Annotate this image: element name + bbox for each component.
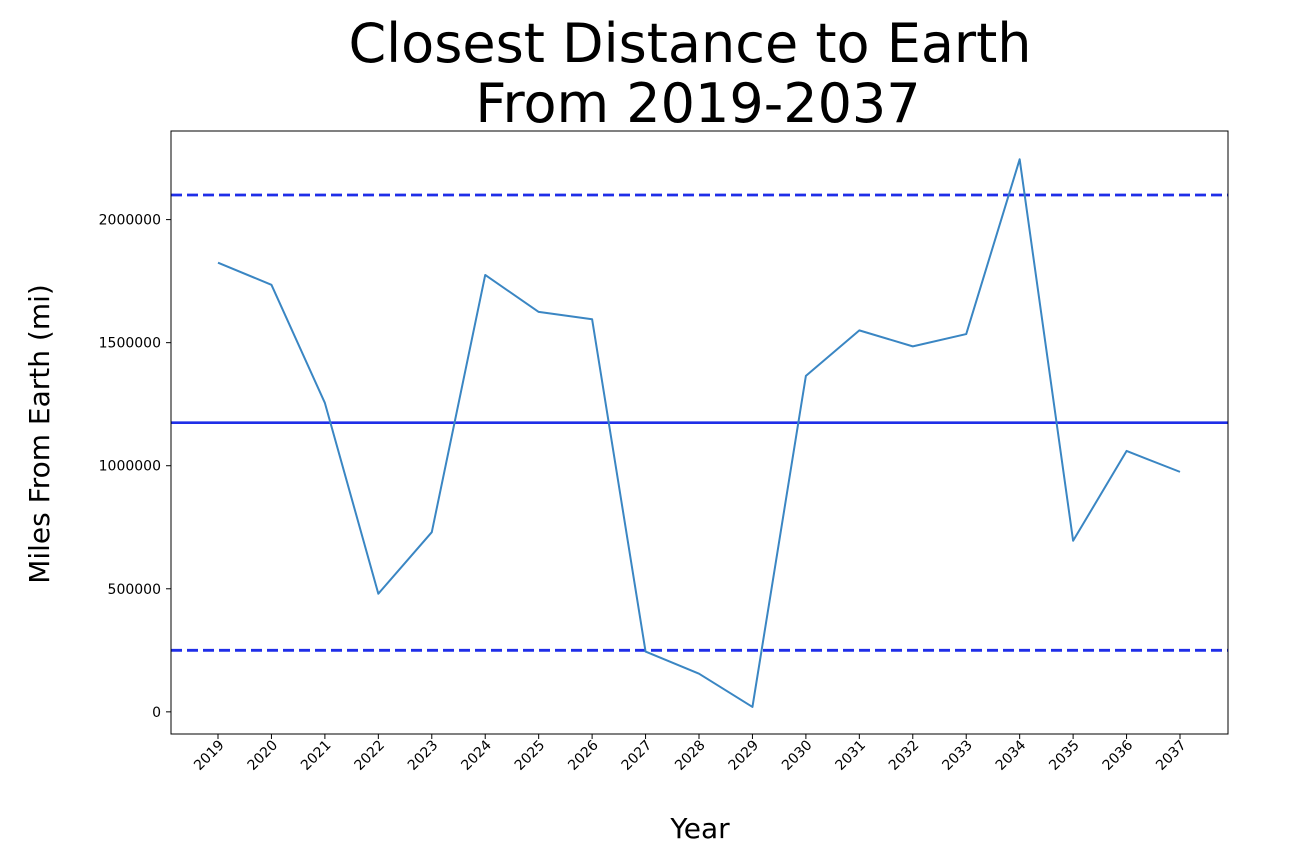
data-point-2026 <box>592 319 593 320</box>
data-point-2019 <box>218 262 219 263</box>
x-axis-ticks: 2019 2020 2021 2022 2023 2024 2025 2026 2027 2028… <box>191 734 1190 774</box>
data-point-2032 <box>912 346 913 347</box>
x-tick-label-2032: 2032 <box>886 737 923 774</box>
data-point-2025 <box>538 311 539 312</box>
data-point-2028 <box>699 673 700 674</box>
x-tick-label-2035: 2035 <box>1046 737 1083 774</box>
x-tick-label-2034: 2034 <box>993 737 1030 774</box>
x-tick-label-2027: 2027 <box>619 737 656 774</box>
data-point-2021 <box>324 402 325 403</box>
x-tick-label-2029: 2029 <box>726 737 763 774</box>
data-point-2031 <box>859 330 860 331</box>
y-tick-label: 1500000 <box>99 336 161 352</box>
x-axis-label: Year <box>669 812 730 845</box>
chart-title-line-1: Closest Distance to Earth <box>348 12 1031 75</box>
y-tick-label: 1000000 <box>99 459 161 475</box>
plot-area <box>171 131 1228 734</box>
data-point-2033 <box>966 334 967 335</box>
x-tick-label-2023: 2023 <box>405 737 442 774</box>
reference-lines <box>171 193 1228 652</box>
y-axis-label: Miles From Earth (mi) <box>23 284 56 584</box>
data-point-2023 <box>431 532 432 533</box>
y-tick-label: 500000 <box>108 582 161 598</box>
chart-title-line-2: From 2019-2037 <box>475 72 920 135</box>
x-tick-label-2030: 2030 <box>779 737 816 774</box>
data-point-2036 <box>1126 450 1127 451</box>
x-tick-label-2024: 2024 <box>458 737 495 774</box>
series-layer <box>217 158 1181 708</box>
y-tick-label: 2000000 <box>99 213 161 229</box>
data-point-2034 <box>1019 159 1020 160</box>
y-tick-label: 0 <box>152 705 161 721</box>
data-point-2037 <box>1180 471 1181 472</box>
series-line-1 <box>217 158 1181 708</box>
x-tick-label-2025: 2025 <box>512 737 549 774</box>
data-point-2024 <box>485 274 486 275</box>
plot-frame <box>170 130 1229 735</box>
y-axis-ticks: 0 500000 1000000 1500000 2000000 <box>99 213 171 721</box>
x-tick-label-2036: 2036 <box>1100 737 1137 774</box>
x-tick-label-2019: 2019 <box>191 737 228 774</box>
x-tick-label-2026: 2026 <box>565 737 602 774</box>
x-tick-label-2022: 2022 <box>351 737 388 774</box>
data-point-2030 <box>805 375 806 376</box>
x-tick-label-2037: 2037 <box>1153 737 1190 774</box>
data-point-2029 <box>752 706 753 707</box>
data-point-2022 <box>378 593 379 594</box>
data-point-2020 <box>271 284 272 285</box>
x-tick-label-2033: 2033 <box>939 737 976 774</box>
x-tick-label-2020: 2020 <box>245 737 282 774</box>
data-point-2035 <box>1073 540 1074 541</box>
x-tick-label-2028: 2028 <box>672 737 709 774</box>
data-point-2027 <box>645 651 646 652</box>
x-tick-label-2021: 2021 <box>298 737 335 774</box>
x-tick-label-2031: 2031 <box>832 737 869 774</box>
